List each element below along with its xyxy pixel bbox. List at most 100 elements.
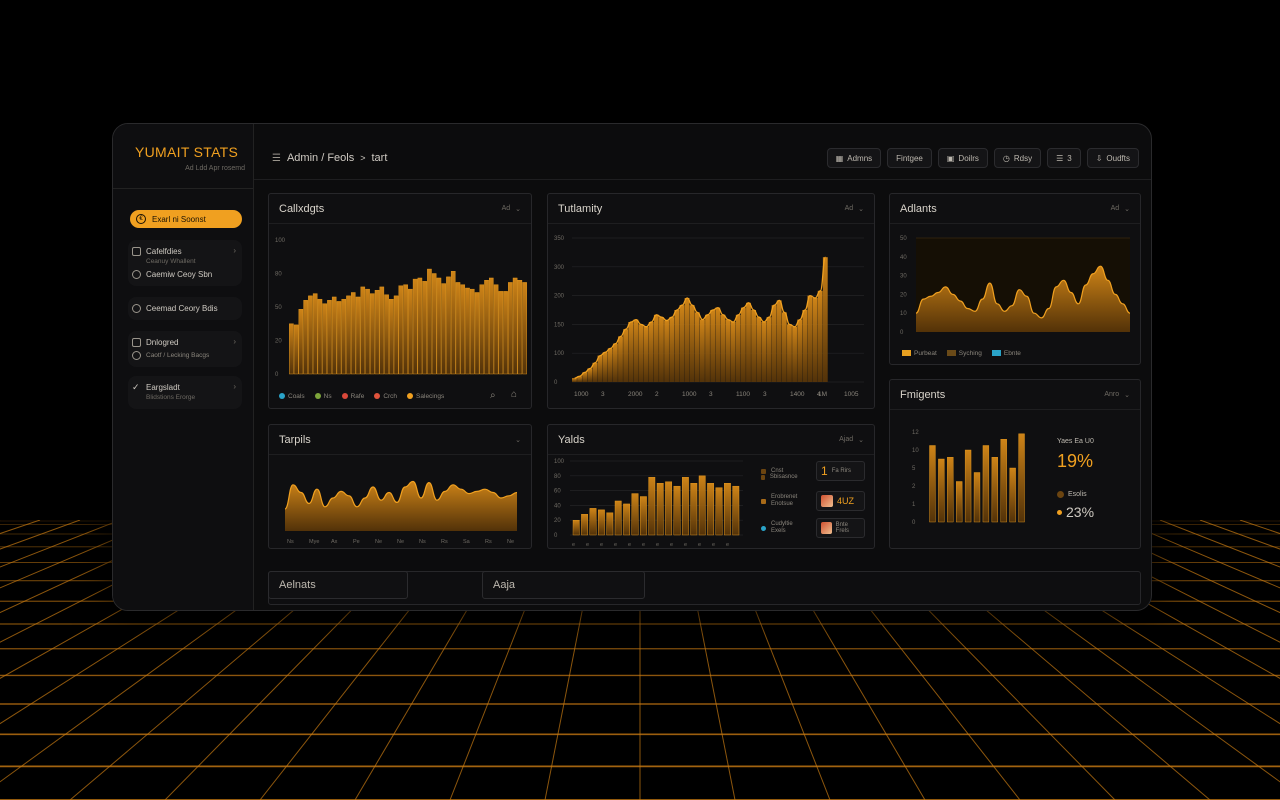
panel-menu[interactable]: Ajad ⌄ xyxy=(839,436,864,444)
series-line xyxy=(284,480,518,510)
bar xyxy=(715,487,723,536)
y-tick-label: 300 xyxy=(554,265,565,271)
chevron-down-icon: ⌄ xyxy=(1124,391,1130,399)
x-tick-label: 3 xyxy=(709,391,713,398)
bar xyxy=(982,445,990,523)
bar xyxy=(389,298,394,375)
bar xyxy=(398,285,404,375)
legend-item[interactable]: Salecings xyxy=(407,393,444,400)
stat-card[interactable]: 4UZ xyxy=(816,491,865,511)
area-chart: 0 100 150 200 300 350 1000 3 2000 2 1000 3 1100 3 1400… xyxy=(554,236,864,398)
x-tick-label: Sa xyxy=(463,539,471,545)
chevron-down-icon: ⌄ xyxy=(858,205,864,213)
chevron-right-icon: › xyxy=(233,382,236,391)
legend-item[interactable]: Coals xyxy=(279,393,305,400)
sidebar-item-eargsladt[interactable]: ✓ Eargsladt › xyxy=(132,381,238,394)
toolbar-button-list[interactable]: ☰ 3 xyxy=(1047,148,1081,168)
stat-detail: Fa Rirs xyxy=(831,468,852,474)
peak-label: 1M xyxy=(818,391,827,398)
stat-label-row: Esolis xyxy=(1057,491,1087,498)
clock-icon: ◷ xyxy=(1002,153,1010,163)
stat-label: Cudyltie Exels xyxy=(771,521,811,535)
y-tick-label: 60 xyxy=(554,489,561,495)
sidebar-item-dnlogred[interactable]: Dnlogred › xyxy=(132,336,238,349)
bar xyxy=(589,508,597,536)
panel-title: Fmigents xyxy=(900,388,946,401)
toolbar: ▦ Admns Fintgee ▣ Doilrs ◷ Rdsy ☰ 3 ⇩ Ou… xyxy=(826,148,1139,168)
bar xyxy=(577,376,582,382)
stat-item: Cnst 1 Fa Rirs xyxy=(761,461,865,481)
grid-line xyxy=(1159,520,1280,568)
bar xyxy=(355,296,361,375)
bar xyxy=(489,277,494,375)
sidebar-primary-button[interactable]: € Exarl ni Soonst xyxy=(130,210,242,228)
panel-header: Fmigents Anro ⌄ xyxy=(890,380,1140,410)
toolbar-button-label: Doilrs xyxy=(958,153,979,163)
stat-value-row: 23% xyxy=(1057,504,1094,520)
y-tick-label: 100 xyxy=(554,459,565,465)
sidebar-item-caotf[interactable]: Caotf / Lecking Bacgs xyxy=(132,349,238,362)
x-tick-label: 3 xyxy=(763,391,767,398)
chart-legend: Coals Ns Rafe Crch Salecings xyxy=(279,393,444,400)
toolbar-button-admns[interactable]: ▦ Admns xyxy=(826,148,882,168)
legend-item[interactable]: Syching xyxy=(946,350,982,357)
bar xyxy=(792,326,797,382)
x-tick-label: e xyxy=(712,542,715,548)
y-tick-label: 40 xyxy=(900,255,907,261)
stat-card[interactable]: 1 Fa Rirs xyxy=(816,461,865,481)
panel-title: Callxdgts xyxy=(279,202,325,215)
box-icon: ▣ xyxy=(946,153,955,163)
panel-menu[interactable]: Anro ⌄ xyxy=(1104,391,1130,399)
bottom-field-aaja[interactable]: Aaja xyxy=(482,571,645,599)
legend-item[interactable]: Ebnte xyxy=(991,350,1021,357)
legend-item[interactable]: Rafe xyxy=(341,393,364,400)
legend-item[interactable]: Purbeat xyxy=(902,350,937,357)
panel-menu[interactable]: Ad ⌄ xyxy=(845,205,864,213)
bar xyxy=(412,278,418,375)
legend-swatch xyxy=(1057,491,1064,498)
panel-menu[interactable]: Ad ⌄ xyxy=(502,205,521,213)
bar xyxy=(581,514,589,536)
legend-swatch xyxy=(314,393,321,400)
folder-icon xyxy=(132,338,141,347)
bar xyxy=(484,280,489,375)
toolbar-button-label: Oudfts xyxy=(1106,153,1130,163)
sidebar-item-ceemad[interactable]: Ceemad Ceory Bdis xyxy=(132,302,238,315)
legend-swatch xyxy=(902,350,911,357)
stat-label-text: Cudyltie xyxy=(771,521,793,527)
stat-value: 1 xyxy=(821,464,828,478)
sidebar-item-caemiw[interactable]: Caemiw Ceoy Sbn xyxy=(132,268,238,281)
bar xyxy=(308,295,313,375)
x-tick-label: e xyxy=(628,542,631,548)
x-tick-label: e xyxy=(614,542,617,548)
sidebar-item-cafelfdies[interactable]: Cafelfdies › xyxy=(132,245,238,258)
toolbar-button-fintgee[interactable]: Fintgee xyxy=(887,148,932,168)
bar xyxy=(374,290,380,375)
stat-value: 23% xyxy=(1066,504,1095,520)
sidebar-item-label: Caotf / Lecking Bacgs xyxy=(146,352,210,359)
divider xyxy=(113,188,254,189)
y-tick-label: 12 xyxy=(912,430,919,436)
toolbar-button-oudfts[interactable]: ⇩ Oudfts xyxy=(1086,148,1139,168)
legend-item[interactable]: Ns xyxy=(314,393,332,400)
bottom-field-aelnats[interactable]: Aelnats xyxy=(268,571,408,599)
search-icon[interactable]: ⌕ xyxy=(490,390,496,401)
stat-detail: Bnte Frels xyxy=(835,522,850,534)
sidebar-group: Dnlogred › Caotf / Lecking Bacgs xyxy=(128,331,242,367)
toolbar-button-doilrs[interactable]: ▣ Doilrs xyxy=(937,148,988,168)
x-tick-label: Ns xyxy=(419,539,426,545)
breadcrumb-item[interactable]: tart xyxy=(371,152,388,164)
breadcrumb-item[interactable]: Admin / Feols xyxy=(286,152,355,164)
toolbar-button-rdsy[interactable]: ◷ Rdsy xyxy=(993,148,1042,168)
bookmark-icon[interactable]: ⌂ xyxy=(511,389,518,400)
chart-panel-tutlamity: Tutlamity Ad ⌄ 0 100 150 200 300 350 1000 3 2000 2… xyxy=(547,193,875,409)
bar xyxy=(664,320,669,382)
panel-menu[interactable]: ⌄ xyxy=(515,436,521,444)
panel-menu[interactable]: Ad ⌄ xyxy=(1111,205,1130,213)
menu-icon[interactable]: ☰ xyxy=(272,152,281,164)
legend-item[interactable]: Crch xyxy=(374,393,397,400)
x-tick-label: 4 xyxy=(817,391,821,398)
bar xyxy=(417,277,423,375)
stat-card[interactable]: Bnte Frels xyxy=(816,518,865,538)
bar xyxy=(1009,467,1016,523)
